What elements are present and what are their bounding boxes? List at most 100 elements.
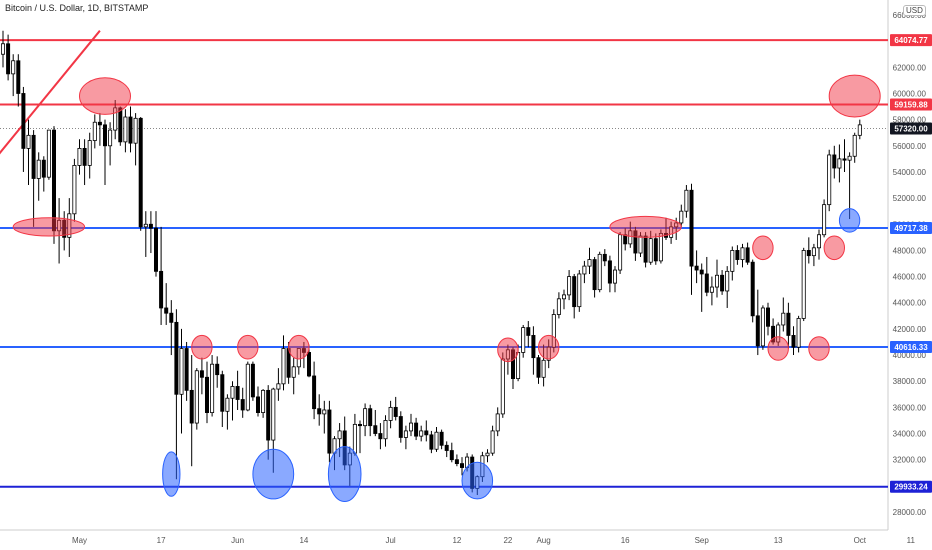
candle-body <box>128 116 133 144</box>
y-tick-label: 46000.00 <box>893 273 927 282</box>
candle-body <box>245 363 250 411</box>
candle-body <box>562 294 567 300</box>
candle-body <box>312 375 317 410</box>
y-tick-label: 56000.00 <box>893 142 927 151</box>
x-tick-label: 16 <box>621 536 630 545</box>
x-tick-label: 22 <box>503 536 512 545</box>
candle-body <box>184 348 189 391</box>
candle-body <box>602 253 607 262</box>
candle-body <box>31 134 36 179</box>
price-level-badge <box>890 34 932 47</box>
candle-body <box>801 250 806 319</box>
y-tick-label: 54000.00 <box>893 168 927 177</box>
red-highlight-ellipse <box>828 74 881 118</box>
red-highlight-ellipse <box>823 235 845 261</box>
red-highlight-ellipse <box>752 235 774 261</box>
candle-body <box>653 238 658 262</box>
candle-body <box>709 286 714 293</box>
red-highlight-ellipse <box>79 77 131 115</box>
y-tick-label: 62000.00 <box>893 63 927 72</box>
candle-body <box>77 148 82 166</box>
price-level-badge-text: 59159.88 <box>894 100 928 109</box>
blue-highlight-ellipse <box>838 208 861 233</box>
candle-body <box>607 260 612 284</box>
x-tick-label: May <box>72 536 87 545</box>
x-tick-label: 14 <box>299 536 308 545</box>
candle-body <box>317 408 322 415</box>
x-tick-label: Sep <box>695 536 710 545</box>
candle-body <box>204 376 209 413</box>
candle-body <box>638 235 643 254</box>
trend-line <box>0 30 101 155</box>
candle-body <box>526 327 531 336</box>
symbol-title[interactable]: Bitcoin / U.S. Dollar, 1D, BITSTAMP <box>5 3 149 13</box>
candle-body <box>403 430 408 438</box>
candle-body <box>388 406 393 421</box>
candle-body <box>393 406 398 417</box>
candle-body <box>730 250 735 272</box>
price-level-badge <box>890 480 932 493</box>
candle-body <box>572 276 577 308</box>
candle-body <box>725 270 730 292</box>
candle-body <box>459 463 464 468</box>
candle-body <box>133 117 138 144</box>
red-highlight-ellipse <box>12 217 86 237</box>
candle-body <box>500 358 505 415</box>
candle-body <box>199 370 204 378</box>
candle-body <box>118 107 123 143</box>
candle-body <box>306 352 311 377</box>
candle-body <box>592 259 597 291</box>
blue-highlight-ellipse <box>327 446 362 503</box>
candle-body <box>781 312 786 326</box>
red-highlight-ellipse <box>538 334 560 360</box>
candle-body <box>837 158 842 169</box>
candle-body <box>694 265 699 271</box>
candle-body <box>174 321 179 395</box>
candle-body <box>424 430 429 436</box>
candle-body <box>495 413 500 432</box>
last-price-badge-text: 57320.00 <box>894 125 928 134</box>
candle-body <box>261 389 266 413</box>
y-tick-label: 42000.00 <box>893 325 927 334</box>
red-highlight-ellipse <box>767 336 789 361</box>
y-tick-label: 58000.00 <box>893 116 927 125</box>
candle-body <box>398 416 403 438</box>
candle-body <box>41 159 46 178</box>
candle-body <box>755 315 760 347</box>
candle-body <box>679 210 684 224</box>
candle-body <box>368 408 373 427</box>
candle-body <box>582 265 587 275</box>
candle-body <box>857 124 862 136</box>
last-price-badge <box>890 122 932 135</box>
candle-body <box>266 389 271 441</box>
candle-body <box>822 204 827 236</box>
candle-body <box>92 121 97 141</box>
candle-body <box>419 430 424 437</box>
candle-body <box>689 189 694 267</box>
candle-body <box>408 422 413 432</box>
candle-body <box>745 247 750 263</box>
candle-body <box>82 148 87 166</box>
candle-body <box>148 223 153 229</box>
candle-body <box>0 43 6 55</box>
x-tick-label: Jun <box>231 536 244 545</box>
currency-button[interactable]: USD <box>903 5 926 16</box>
x-tick-label: Jul <box>385 536 395 545</box>
red-highlight-ellipse <box>237 334 259 360</box>
candle-body <box>21 93 26 149</box>
price-level-badge <box>890 98 932 111</box>
candle-body <box>806 250 811 257</box>
candle-body <box>444 444 449 451</box>
y-tick-label: 60000.00 <box>893 89 927 98</box>
candle-body <box>72 165 77 215</box>
candle-body <box>383 420 388 440</box>
candle-body <box>556 298 561 315</box>
candle-body <box>363 408 368 427</box>
candle-body <box>827 154 832 206</box>
candle-body <box>271 388 276 441</box>
candle-body <box>817 234 822 249</box>
candle-body <box>842 158 847 161</box>
candle-body <box>699 269 704 275</box>
candle-body <box>577 273 582 308</box>
